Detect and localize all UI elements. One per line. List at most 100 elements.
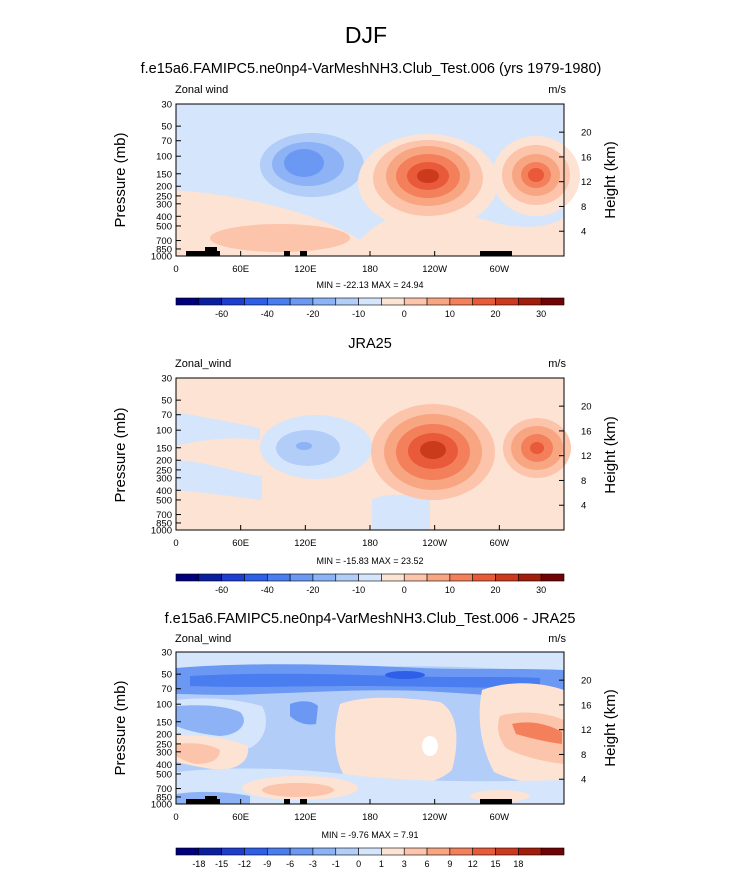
colorbar-label: -20 bbox=[306, 309, 319, 319]
panel-title: f.e15a6.FAMIPC5.ne0np4-VarMeshNH3.Club_T… bbox=[141, 61, 602, 77]
x-tick-label: 60E bbox=[232, 538, 249, 549]
units-label: m/s bbox=[548, 633, 566, 645]
colorbar-label: 20 bbox=[491, 309, 501, 319]
colorbar-swatch bbox=[381, 297, 405, 306]
x-tick-label: 120W bbox=[422, 538, 447, 549]
colorbar-swatch bbox=[518, 573, 542, 582]
contour-field bbox=[176, 104, 580, 256]
colorbar-label: 20 bbox=[491, 585, 501, 595]
colorbar-swatch bbox=[312, 297, 337, 306]
colorbar-label: -12 bbox=[238, 859, 251, 869]
y-tick-label: 150 bbox=[156, 443, 172, 454]
colorbar-label: 0 bbox=[356, 859, 361, 869]
y-tick-label: 100 bbox=[156, 700, 172, 711]
colorbar-swatch bbox=[358, 573, 382, 582]
y-right-tick-label: 4 bbox=[581, 501, 586, 512]
x-tick-label: 0 bbox=[173, 812, 178, 823]
x-axis: 0 60E 120E 180 120W 60W bbox=[173, 251, 509, 275]
units-label: m/s bbox=[548, 84, 566, 96]
min-max-text: MIN = -22.13 MAX = 24.94 bbox=[316, 280, 423, 290]
colorbar: -60 -40 -20 -10 0 10 20 30 bbox=[175, 297, 565, 319]
colorbar-swatch bbox=[540, 297, 565, 306]
y-axis-right: 20 16 12 8 4 bbox=[559, 128, 592, 238]
x-tick-label: 180 bbox=[362, 538, 378, 549]
colorbar-label: 3 bbox=[402, 859, 407, 869]
colorbar-label: 1 bbox=[379, 859, 384, 869]
y-tick-label: 30 bbox=[161, 374, 172, 385]
contour-field bbox=[176, 378, 571, 530]
y-tick-label: 30 bbox=[161, 648, 172, 659]
colorbar-label: 9 bbox=[447, 859, 452, 869]
x-tick-label: 120E bbox=[294, 812, 316, 823]
colorbar-swatch bbox=[244, 847, 268, 856]
y-axis-right: 20 16 12 8 4 bbox=[559, 676, 592, 786]
y-tick-label: 500 bbox=[156, 495, 172, 506]
colorbar-swatch bbox=[289, 573, 314, 582]
colorbar: -60 -40 -20 -10 0 10 20 30 bbox=[175, 573, 565, 595]
colorbar-label: 12 bbox=[468, 859, 478, 869]
y-tick-label: 700 bbox=[156, 510, 172, 521]
colorbar-swatch bbox=[335, 847, 359, 856]
y-tick-label: 700 bbox=[156, 236, 172, 247]
y-right-tick-label: 8 bbox=[581, 202, 586, 213]
colorbar-swatch bbox=[175, 847, 200, 856]
colorbar-label: 10 bbox=[445, 309, 455, 319]
y-tick-label: 400 bbox=[156, 212, 172, 223]
colorbar-label: 15 bbox=[491, 859, 501, 869]
colorbar-label: -10 bbox=[352, 585, 365, 595]
colorbar-label: -40 bbox=[261, 309, 274, 319]
colorbar-swatch bbox=[335, 297, 359, 306]
y-tick-label: 500 bbox=[156, 769, 172, 780]
y-axis-right: 20 16 12 8 4 bbox=[559, 402, 592, 512]
colorbar-swatch bbox=[495, 297, 519, 306]
y-tick-label: 100 bbox=[156, 152, 172, 163]
colorbar-label: -9 bbox=[263, 859, 271, 869]
colorbar-label: -1 bbox=[332, 859, 340, 869]
y-tick-label: 200 bbox=[156, 730, 172, 741]
y-tick-label: 1000 bbox=[151, 800, 172, 811]
colorbar-label: -10 bbox=[352, 309, 365, 319]
y-tick-label: 500 bbox=[156, 221, 172, 232]
colorbar-swatch bbox=[540, 847, 565, 856]
colorbar-swatch bbox=[266, 573, 291, 582]
y-right-tick-label: 12 bbox=[581, 451, 592, 462]
colorbar-label: -20 bbox=[306, 585, 319, 595]
y-right-tick-label: 20 bbox=[581, 402, 592, 413]
left-label: Zonal_wind bbox=[175, 633, 231, 645]
colorbar-swatch bbox=[403, 573, 428, 582]
colorbar-swatch bbox=[266, 297, 291, 306]
colorbar-swatch bbox=[312, 847, 337, 856]
y-tick-label: 150 bbox=[156, 169, 172, 180]
x-tick-label: 0 bbox=[173, 538, 178, 549]
y-tick-label: 300 bbox=[156, 473, 172, 484]
colorbar-swatch bbox=[518, 847, 542, 856]
panel-title: f.e15a6.FAMIPC5.ne0np4-VarMeshNH3.Club_T… bbox=[165, 611, 576, 627]
units-label: m/s bbox=[548, 358, 566, 370]
colorbar-label: 0 bbox=[402, 309, 407, 319]
colorbar-swatch bbox=[449, 847, 474, 856]
colorbar-swatch bbox=[426, 573, 451, 582]
colorbar-swatch bbox=[449, 573, 474, 582]
colorbar-label: -18 bbox=[192, 859, 205, 869]
y-tick-label: 250 bbox=[156, 465, 172, 476]
y-tick-label: 70 bbox=[161, 136, 172, 147]
colorbar-label: 0 bbox=[402, 585, 407, 595]
panel-difference: f.e15a6.FAMIPC5.ne0np4-VarMeshNH3.Club_T… bbox=[112, 611, 619, 869]
y-right-tick-label: 8 bbox=[581, 476, 586, 487]
x-tick-label: 120E bbox=[294, 538, 316, 549]
colorbar-label: -40 bbox=[261, 585, 274, 595]
y-axis-title: Pressure (mb) bbox=[112, 407, 129, 502]
x-axis: 0 60E 120E 180 120W 60W bbox=[173, 799, 509, 823]
colorbar-swatch bbox=[198, 573, 222, 582]
min-max-text: MIN = -9.76 MAX = 7.91 bbox=[321, 830, 418, 840]
y-tick-label: 50 bbox=[161, 670, 172, 681]
colorbar-swatch bbox=[426, 297, 451, 306]
y-right-tick-label: 4 bbox=[581, 775, 586, 786]
colorbar-swatch bbox=[175, 297, 200, 306]
colorbar-swatch bbox=[495, 847, 519, 856]
colorbar-swatch bbox=[472, 847, 496, 856]
y-tick-label: 700 bbox=[156, 784, 172, 795]
